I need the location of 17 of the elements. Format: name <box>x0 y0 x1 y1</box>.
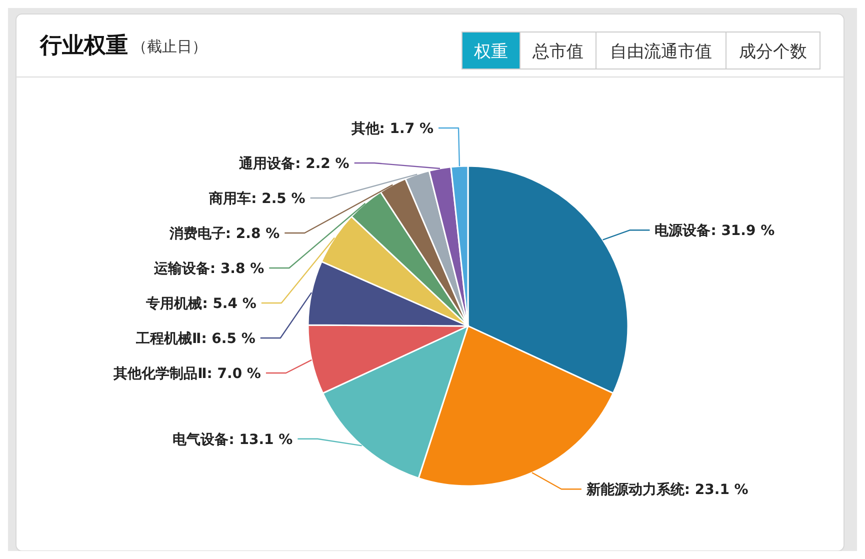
slice-label: 通用设备: 2.2 % <box>238 154 350 172</box>
slice-label: 其他化学制品Ⅱ: 7.0 % <box>112 366 261 382</box>
text: 成分个数 <box>739 42 807 62</box>
slice-label: 电气设备: 13.1 % <box>172 432 293 448</box>
text: 权重 <box>473 42 508 62</box>
slice-label: 新能源动力系统: 23.1 % <box>585 481 748 498</box>
slice-label: 电源设备: 31.9 % <box>654 223 775 240</box>
slice-label: 工程机械Ⅱ: 6.5 % <box>134 330 256 347</box>
slice-label: 运输设备: 3.8 % <box>152 260 264 277</box>
text: 自由流通市值 <box>610 42 712 62</box>
chart-title: 行业权重 <box>39 34 128 59</box>
slice-label: 商用车: 2.5 % <box>208 190 306 207</box>
slice-label: 其他: 1.7 % <box>350 120 434 137</box>
slice-label: 消费电子: 2.8 % <box>168 226 280 242</box>
chart-subtitle: （截止日） <box>132 37 207 56</box>
text: 总市值 <box>532 42 584 62</box>
slice-label: 专用机械: 5.4 % <box>145 294 256 312</box>
